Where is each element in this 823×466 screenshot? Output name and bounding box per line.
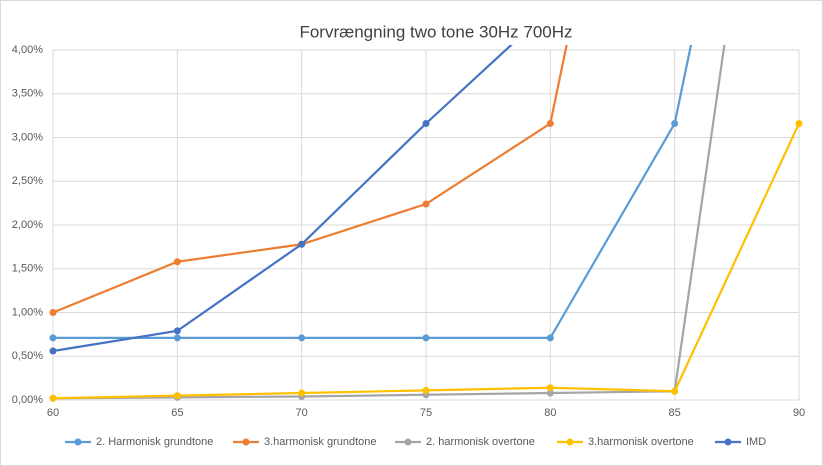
legend-marker <box>404 438 412 446</box>
x-tick-label: 80 <box>544 407 556 419</box>
x-tick-label: 65 <box>171 407 183 419</box>
legend-marker <box>242 438 250 446</box>
legend-marker <box>566 438 574 446</box>
y-tick-label: 0,50% <box>12 350 43 362</box>
y-tick-label: 1,00% <box>12 306 43 318</box>
x-tick-label: 85 <box>669 407 681 419</box>
x-tick-label: 60 <box>47 407 59 419</box>
plot-area <box>49 45 803 402</box>
y-tick-label: 0,00% <box>12 394 43 406</box>
data-point <box>298 334 306 342</box>
legend-label: 3.harmonisk grundtone <box>264 436 377 448</box>
x-tick-label: 70 <box>296 407 308 419</box>
data-point <box>173 327 181 335</box>
legend: 2. Harmonisk grundtone 3.harmonisk grundt… <box>65 436 766 448</box>
data-point <box>49 394 57 402</box>
x-tick-label: 75 <box>420 407 432 419</box>
data-point <box>49 309 57 316</box>
y-tick-label: 3,50% <box>12 88 43 100</box>
y-tick-label: 1,50% <box>12 263 43 275</box>
legend-label: 2. harmonisk overtone <box>426 436 535 448</box>
data-point <box>422 386 430 394</box>
y-tick-label: 3,00% <box>12 131 43 143</box>
data-point <box>173 334 181 342</box>
data-point <box>298 389 306 397</box>
legend-label: 3.harmonisk overtone <box>588 436 694 448</box>
data-point <box>422 334 430 342</box>
data-point <box>546 384 554 392</box>
data-point <box>546 120 554 127</box>
data-point <box>671 387 679 395</box>
data-point <box>546 389 554 397</box>
data-point <box>422 200 430 208</box>
data-point <box>173 392 181 400</box>
legend-marker <box>724 438 732 446</box>
data-point <box>546 334 554 342</box>
chart-title: Forvrængning two tone 30Hz 700Hz <box>299 22 572 41</box>
legend-label: 2. Harmonisk grundtone <box>96 436 213 448</box>
x-tick-label: 90 <box>793 407 805 419</box>
data-point <box>298 240 306 248</box>
data-point <box>422 120 430 127</box>
data-point <box>173 258 181 266</box>
data-point <box>671 120 679 127</box>
data-point <box>49 347 57 355</box>
legend-marker <box>74 438 82 446</box>
y-tick-label: 2,50% <box>12 175 43 187</box>
data-point <box>795 120 803 127</box>
y-tick-label: 2,00% <box>12 219 43 231</box>
y-tick-label: 4,00% <box>12 44 43 56</box>
data-point <box>49 334 57 342</box>
grid: 0,00% 0,50% 1,00% 1,50% 2,00% 2,50% 3,00% 3,50%… <box>12 44 805 419</box>
legend-label: IMD <box>746 436 766 448</box>
